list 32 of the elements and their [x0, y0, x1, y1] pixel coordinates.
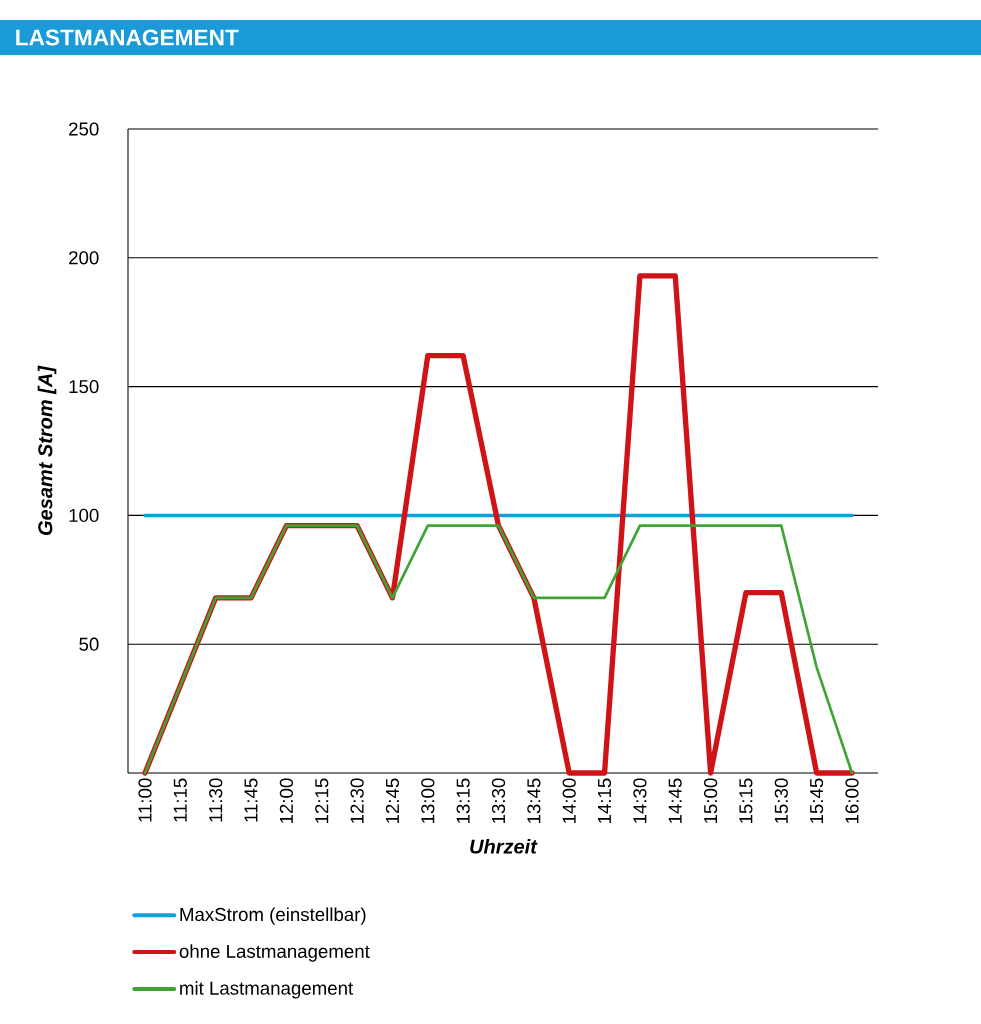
- x-tick-label: 13:00: [421, 778, 435, 823]
- x-tick-label: 13:15: [456, 778, 470, 823]
- x-tick-label: 12:00: [279, 778, 294, 823]
- x-tick-label: 14:00: [562, 778, 576, 823]
- x-tick-label: 11:00: [138, 778, 152, 822]
- x-tick-label: 13:30: [491, 778, 506, 823]
- x-tick-label: 15:30: [774, 778, 788, 823]
- chart-title: LASTMANAGEMENT: [16, 29, 239, 46]
- y-tick-label: 150: [69, 379, 99, 394]
- x-tick-label: 14:30: [633, 778, 647, 823]
- x-tick-label: 15:45: [810, 778, 824, 823]
- y-tick-label: 100: [69, 508, 99, 523]
- y-tick-label: 200: [69, 251, 99, 265]
- x-tick-label: 12:15: [315, 778, 329, 823]
- x-tick-label: 12:30: [350, 778, 364, 823]
- x-tick-label: 11:30: [209, 778, 223, 822]
- legend-label: MaxStrom (einstellbar): [180, 907, 366, 925]
- x-tick-label: 14:45: [668, 778, 682, 823]
- x-tick-label: 12:45: [385, 778, 400, 823]
- x-tick-label: 15:15: [739, 778, 753, 823]
- x-tick-label: 11:45: [244, 778, 258, 822]
- legend-label: mit Lastmanagement: [180, 981, 354, 999]
- x-tick-label: 16:00: [845, 778, 859, 823]
- x-tick-label: 15:00: [703, 778, 718, 823]
- x-tick-label: 14:15: [598, 778, 612, 823]
- x-axis-title: Uhrzeit: [470, 838, 538, 854]
- x-tick-label: 11:15: [173, 778, 187, 822]
- y-axis-title: Gesamt Strom [A]: [37, 365, 57, 536]
- legend-label: ohne Lastmanagement: [179, 944, 370, 962]
- x-tick-label: 13:45: [527, 778, 541, 823]
- y-tick-label: 50: [79, 637, 99, 651]
- y-tick-label: 250: [69, 122, 99, 136]
